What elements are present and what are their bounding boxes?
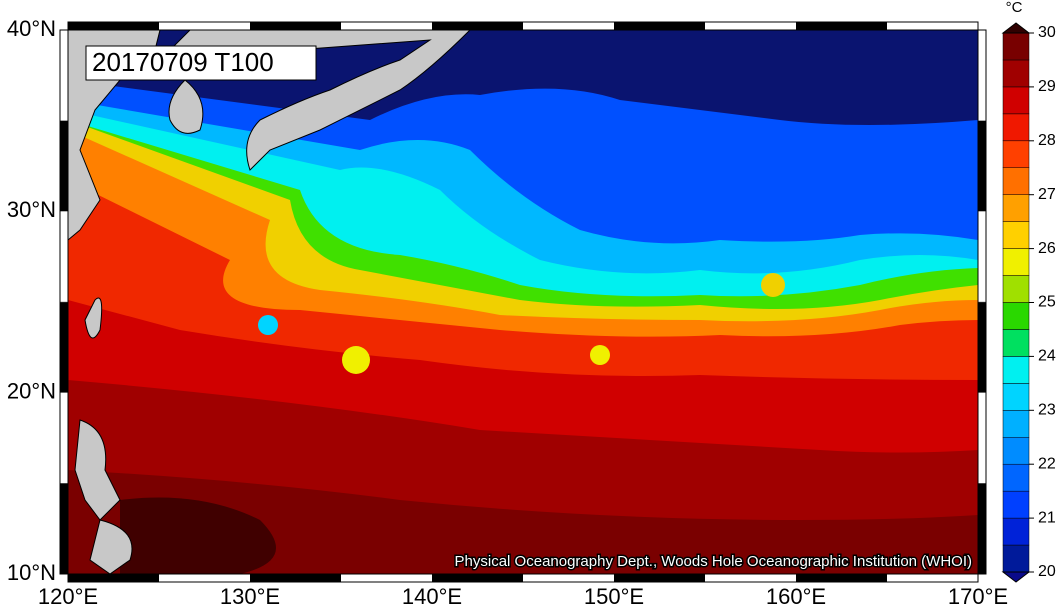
colorbar-segment (1002, 140, 1030, 169)
lon-label: 160°E (766, 584, 826, 609)
frame-left (59, 29, 69, 575)
colorbar-segment (1002, 194, 1030, 222)
colorbar-segment (1002, 113, 1030, 142)
colorbar-segment (1002, 490, 1030, 519)
colorbar-segment (1002, 32, 1030, 61)
frame-bottom (67, 573, 979, 583)
colorbar-tick-label: 21 (1038, 509, 1056, 526)
frame-top (67, 21, 979, 31)
colorbar-tick-label: 28 (1038, 132, 1056, 149)
title-box (85, 45, 317, 81)
colorbar-segment (1002, 275, 1030, 303)
colorbar-segment (1002, 59, 1030, 88)
colorbar-tick-label: 20 (1038, 563, 1056, 580)
map-border (67, 29, 979, 575)
colorbar-segment (1002, 356, 1030, 384)
sst-field (68, 30, 978, 574)
colorbar-segment (1002, 248, 1030, 276)
colorbar-segment (1002, 463, 1030, 492)
colorbar-segment (1002, 544, 1030, 573)
colorbar-segment (1002, 383, 1030, 411)
colorbar-segment (1002, 86, 1030, 115)
lat-label: 40°N (7, 16, 56, 41)
colorbar-tick-label: 26 (1038, 240, 1056, 257)
colorbar-above (1001, 22, 1031, 34)
colorbar-unit: °C (1006, 0, 1023, 16)
lat-label: 30°N (7, 197, 56, 222)
colorbar-tick-label: 30 (1038, 24, 1056, 41)
colorbar-segment (1002, 167, 1030, 195)
lon-label: 130°E (220, 584, 280, 609)
colorbar-segment (1002, 302, 1030, 330)
colorbar-tick-label: 22 (1038, 455, 1056, 472)
colorbar-tick-label: 29 (1038, 78, 1056, 95)
colorbar-segment (1002, 410, 1030, 438)
colorbar-below (1001, 571, 1031, 583)
credit: Physical Oceanography Dept., Woods Hole … (455, 553, 972, 570)
colorbar-tick-label: 25 (1038, 294, 1056, 311)
colorbar-tick-label: 24 (1038, 348, 1056, 365)
colorbar-tick-label: 27 (1038, 186, 1056, 203)
colorbar-segment (1002, 517, 1030, 546)
lon-label: 150°E (584, 584, 644, 609)
colorbar-tick-label: 23 (1038, 402, 1056, 419)
lon-label: 170°E (948, 584, 1008, 609)
colorbar-segment (1002, 329, 1030, 357)
colorbar-segment (1002, 437, 1030, 465)
lon-label: 140°E (402, 584, 462, 609)
lon-label: 120°E (38, 584, 98, 609)
frame-right (977, 29, 987, 575)
map-title: 20170709 T100 (92, 47, 274, 77)
colorbar-segment (1002, 221, 1030, 249)
lat-label: 20°N (7, 378, 56, 403)
lat-label: 10°N (7, 560, 56, 585)
